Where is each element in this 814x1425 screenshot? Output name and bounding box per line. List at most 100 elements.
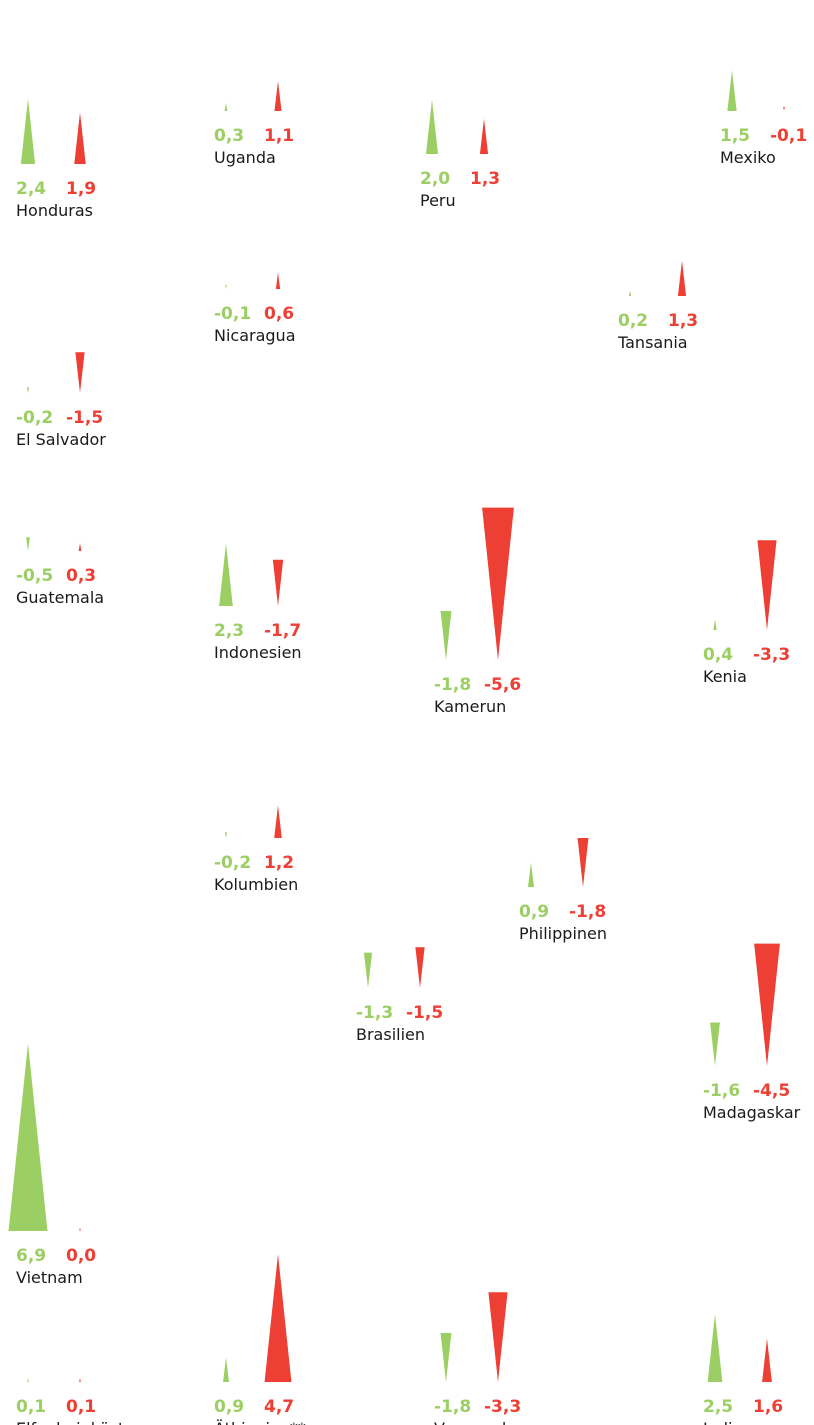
red-value-indonesien: -1,7 [264, 621, 301, 641]
country-label-vietnam: Vietnam [16, 1268, 83, 1287]
red-triangle-tansania [677, 260, 687, 296]
red-triangle-el-salvador [75, 352, 85, 393]
red-value-elfenbeinkuste: 0,1 [66, 1397, 96, 1417]
red-triangle-guatemala [78, 542, 82, 551]
green-value-indonesien: 2,3 [214, 621, 244, 641]
green-triangle-nicaragua [225, 285, 227, 289]
red-value-venezuela: -3,3 [484, 1397, 521, 1417]
green-value-honduras: 2,4 [16, 179, 46, 199]
green-value-kamerun: -1,8 [434, 675, 471, 695]
red-triangle-kenia [757, 540, 777, 630]
country-label-brasilien: Brasilien [356, 1025, 425, 1044]
red-value-guatemala: 0,3 [66, 566, 96, 586]
green-value-indien: 2,5 [703, 1397, 733, 1417]
red-value-philippinen: -1,8 [569, 902, 606, 922]
green-triangle-madagaskar [710, 1022, 720, 1066]
green-triangle-uganda [224, 102, 228, 111]
green-value-guatemala: -0,5 [16, 566, 53, 586]
country-label-kolumbien: Kolumbien [214, 875, 298, 894]
country-label-peru: Peru [420, 191, 456, 210]
country-label-kamerun: Kamerun [434, 697, 506, 716]
country-label-kenia: Kenia [703, 667, 747, 686]
red-triangle-kamerun [482, 507, 514, 660]
green-triangle-indien [707, 1314, 723, 1382]
green-value-mexiko: 1,5 [720, 126, 750, 146]
red-triangle-vietnam [79, 1227, 81, 1231]
red-value-kamerun: -5,6 [484, 675, 521, 695]
red-triangle-indonesien [272, 559, 284, 606]
red-triangle-peru [479, 118, 489, 154]
red-triangle-brasilien [415, 947, 425, 988]
green-value-el-salvador: -0,2 [16, 408, 53, 428]
country-label-el-salvador: El Salvador [16, 430, 106, 449]
red-triangle-venezuela [488, 1292, 508, 1382]
country-label-elfenbeinkuste: Elfenbeinküste [16, 1419, 134, 1425]
country-label-mexiko: Mexiko [720, 148, 776, 167]
green-value-peru: 2,0 [420, 169, 450, 189]
country-label-honduras: Honduras [16, 201, 93, 220]
country-label-venezuela: Venezuela [434, 1419, 516, 1425]
red-triangle-nicaragua [275, 272, 281, 289]
country-label-philippinen: Philippinen [519, 924, 607, 943]
green-triangle-kenia [713, 619, 717, 630]
country-label-guatemala: Guatemala [16, 588, 104, 607]
green-triangle-brasilien [363, 952, 373, 988]
red-value-tansania: 1,3 [668, 311, 698, 331]
red-value-vietnam: 0,0 [66, 1246, 96, 1266]
red-value-nicaragua: 0,6 [264, 304, 294, 324]
red-triangle-mexiko [783, 107, 785, 111]
red-value-madagaskar: -4,5 [753, 1081, 790, 1101]
green-value-uganda: 0,3 [214, 126, 244, 146]
red-value-el-salvador: -1,5 [66, 408, 103, 428]
green-value-nicaragua: -0,1 [214, 304, 251, 324]
red-value-kenia: -3,3 [753, 645, 790, 665]
red-value-kolumbien: 1,2 [264, 853, 294, 873]
red-triangle-honduras [74, 112, 86, 164]
country-label-nicaragua: Nicaragua [214, 326, 296, 345]
green-value-tansania: 0,2 [618, 311, 648, 331]
red-value-peru: 1,3 [470, 169, 500, 189]
red-triangle-elfenbeinkuste [79, 1378, 81, 1382]
red-value-mexiko: -0,1 [770, 126, 807, 146]
country-label-uganda: Uganda [214, 148, 276, 167]
green-triangle-guatemala [26, 537, 30, 551]
red-value-honduras: 1,9 [66, 179, 96, 199]
red-triangle-philippinen [577, 838, 589, 887]
green-triangle-athiopien [223, 1357, 229, 1382]
green-triangle-philippinen [528, 862, 534, 887]
green-value-kolumbien: -0,2 [214, 853, 251, 873]
green-triangle-el-salvador [26, 387, 30, 393]
country-label-athiopien: Äthiopien** [214, 1419, 306, 1425]
red-triangle-madagaskar [754, 943, 780, 1066]
green-triangle-peru [426, 99, 438, 154]
green-triangle-kolumbien [224, 832, 228, 838]
green-value-vietnam: 6,9 [16, 1246, 46, 1266]
red-value-brasilien: -1,5 [406, 1003, 443, 1023]
green-value-kenia: 0,4 [703, 645, 733, 665]
red-value-indien: 1,6 [753, 1397, 783, 1417]
green-value-madagaskar: -1,6 [703, 1081, 740, 1101]
red-triangle-athiopien [264, 1254, 292, 1382]
country-label-indien: Indien [703, 1419, 752, 1425]
green-value-brasilien: -1,3 [356, 1003, 393, 1023]
green-triangle-indonesien [219, 543, 233, 606]
red-triangle-uganda [274, 81, 282, 111]
country-label-madagaskar: Madagaskar [703, 1103, 801, 1122]
country-label-tansania: Tansania [617, 333, 688, 352]
red-triangle-kolumbien [274, 805, 282, 838]
green-triangle-tansania [628, 290, 632, 296]
green-triangle-vietnam [8, 1043, 48, 1231]
green-triangle-venezuela [440, 1333, 452, 1382]
green-triangle-kamerun [440, 611, 452, 660]
red-triangle-indien [762, 1338, 772, 1382]
green-value-athiopien: 0,9 [214, 1397, 244, 1417]
green-value-venezuela: -1,8 [434, 1397, 471, 1417]
green-triangle-elfenbeinkuste [27, 1378, 29, 1382]
green-value-elfenbeinkuste: 0,1 [16, 1397, 46, 1417]
green-triangle-honduras [20, 98, 36, 164]
red-value-athiopien: 4,7 [264, 1397, 294, 1417]
country-label-indonesien: Indonesien [214, 643, 302, 662]
red-value-uganda: 1,1 [264, 126, 294, 146]
green-value-philippinen: 0,9 [519, 902, 549, 922]
